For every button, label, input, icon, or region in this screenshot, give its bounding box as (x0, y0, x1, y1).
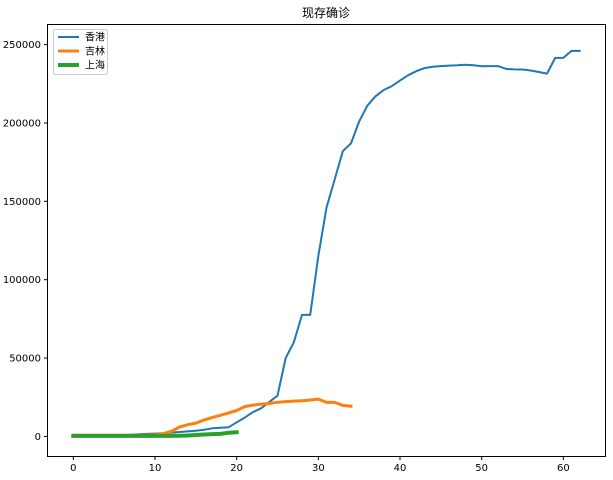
x-tick-label: 40 (394, 463, 407, 474)
y-tick-label: 0 (35, 432, 41, 443)
series-line-3 (71, 430, 239, 438)
x-tick-label: 10 (149, 463, 162, 474)
y-tick-label: 50000 (9, 354, 41, 365)
legend-label-3: 上海 (85, 59, 105, 72)
chart-title: 现存确诊 (302, 6, 350, 20)
x-tick-label: 0 (70, 463, 76, 474)
legend-label-2: 吉林 (85, 45, 105, 58)
legend-label-1: 香港 (85, 32, 105, 44)
y-tick-label: 200000 (3, 118, 41, 129)
y-tick-label: 100000 (3, 275, 41, 286)
x-tick-label: 20 (230, 463, 243, 474)
x-tick-label: 50 (475, 463, 488, 474)
x-tick-label: 30 (312, 463, 325, 474)
y-tick-label: 250000 (3, 40, 41, 51)
plot-area-frame (47, 24, 606, 457)
y-tick-label: 150000 (3, 197, 41, 208)
x-tick-label: 60 (557, 463, 570, 474)
series-layer (71, 49, 581, 438)
axis-layer: 0 10 20 30 40 50 60 0 50000 100000 150000 200000 250… (3, 40, 570, 474)
